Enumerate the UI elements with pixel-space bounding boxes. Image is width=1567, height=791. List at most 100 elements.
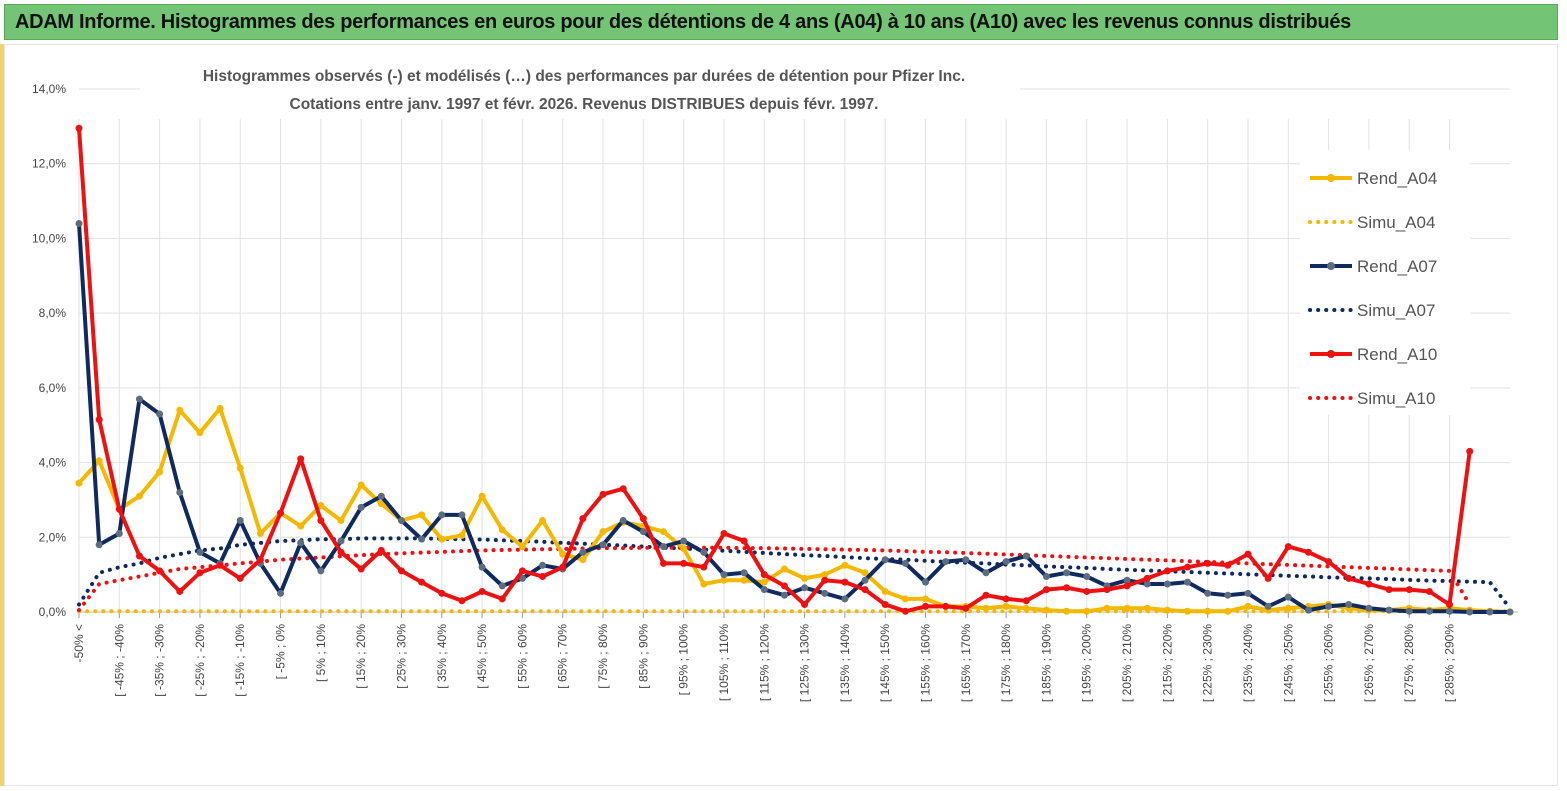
x-tick-label: [ 175% ; 180%: [999, 624, 1013, 702]
rend-a07-line: [77, 223, 1510, 614]
rend-a04-point: [95, 457, 103, 465]
rend-a07-point: [780, 591, 788, 599]
rend-a10-point: [1224, 561, 1232, 569]
rend-a10-point: [1022, 597, 1030, 605]
rend-a07-point: [458, 511, 466, 519]
x-tick-label: [ 285% ; 290%: [1443, 624, 1457, 702]
rend-a07-point: [740, 569, 748, 577]
rend-a04-point: [599, 528, 607, 536]
legend-background: [1300, 150, 1470, 415]
x-tick-label: [ 265% ; 270%: [1362, 624, 1376, 702]
rend-a04-point: [982, 604, 990, 612]
rend-a07-point: [176, 488, 184, 496]
rend-a07-point: [337, 537, 345, 545]
x-tick-label: [ 225% ; 230%: [1201, 624, 1215, 702]
rend-a07-point: [1405, 607, 1413, 615]
rend-a07-point: [881, 556, 889, 564]
rend-a07-point: [397, 516, 405, 524]
rend-a07-point: [357, 503, 365, 511]
rend-a04-point: [559, 550, 567, 558]
rend-a10-point: [1284, 543, 1292, 551]
rend-a10-point: [317, 516, 325, 524]
rend-a10-point: [75, 124, 83, 132]
rend-a10-point: [720, 530, 728, 538]
y-tick-label: 0,0%: [39, 605, 67, 619]
rend-a04-point: [1083, 607, 1091, 615]
rend-a07-point: [1385, 606, 1393, 614]
rend-a04-point: [317, 502, 325, 510]
rend-a10-point: [95, 416, 103, 424]
report-banner: ADAM Informe. Histogrammes des performan…: [4, 4, 1558, 40]
rend-a07-point: [297, 539, 305, 547]
rend-a10-point: [357, 565, 365, 573]
rend-a07-point: [821, 589, 829, 597]
rend-a04-point: [901, 595, 909, 603]
rend-a07-point: [599, 541, 607, 549]
x-tick-label: -50% <: [72, 624, 86, 662]
x-tick-label: [ -35% ; -30%: [153, 624, 167, 697]
x-tick-label: [ 155% ; 160%: [919, 624, 933, 702]
rend-a10-point: [1083, 587, 1091, 595]
rend-a04-point: [659, 528, 667, 536]
rend-a10-point: [1123, 582, 1131, 590]
y-tick-label: 14,0%: [32, 82, 66, 96]
x-tick-label: [ 235% ; 240%: [1241, 624, 1255, 702]
rend-a07-point: [680, 537, 688, 545]
rend-a07-point: [1244, 589, 1252, 597]
rend-a10-point: [962, 604, 970, 612]
rend-a10-point: [176, 587, 184, 595]
rend-a10-point: [1264, 574, 1272, 582]
legend-label-rend-a04: Rend_A04: [1357, 169, 1437, 188]
rend-a10-point: [821, 576, 829, 584]
rend-a07-point: [579, 548, 587, 556]
rend-a07-point: [1284, 593, 1292, 601]
y-tick-label: 6,0%: [39, 381, 67, 395]
rend-a04-point: [518, 543, 526, 551]
rend-a10-point: [297, 455, 305, 463]
rend-a07-point: [1264, 602, 1272, 610]
rend-a10-point: [841, 578, 849, 586]
rend-a04-point: [377, 500, 385, 508]
rend-a10-point: [196, 569, 204, 577]
rend-a10-point: [901, 607, 909, 615]
rend-a04-point: [256, 530, 264, 538]
rend-a10-point: [1405, 586, 1413, 594]
rend-a04-point: [458, 531, 466, 539]
rend-a10-point: [1103, 586, 1111, 594]
rend-a07-point: [942, 558, 950, 566]
rend-a04-point: [135, 492, 143, 500]
rend-a07-point: [841, 595, 849, 603]
rend-a07-point: [1506, 608, 1514, 616]
rend-a10-point: [1304, 548, 1312, 556]
rend-a10-point: [579, 515, 587, 523]
rend-a07-point: [1425, 607, 1433, 615]
rend-a10-point: [982, 591, 990, 599]
rend-a07-point: [498, 582, 506, 590]
rend-a07-point: [1022, 552, 1030, 560]
rend-a07-point: [196, 548, 204, 556]
rend-a07-point: [156, 410, 164, 418]
rend-a07-point: [1042, 573, 1050, 581]
rend-a04-point: [1042, 606, 1050, 614]
rend-a04-point: [337, 516, 345, 524]
x-tick-label: [ 145% ; 150%: [878, 624, 892, 702]
rend-a04-point: [740, 576, 748, 584]
rend-a10-point: [115, 505, 123, 513]
rend-a07-point: [277, 589, 285, 597]
rend-a04-point: [700, 580, 708, 588]
series-lines: [75, 124, 1514, 616]
rend-a04-point: [1224, 607, 1232, 615]
legend-label-rend-a07: Rend_A07: [1357, 257, 1437, 276]
legend-label-rend-a10: Rend_A10: [1357, 345, 1437, 364]
rend-a10-point: [559, 563, 567, 571]
rend-a07-point: [135, 395, 143, 403]
rend-a10-point: [922, 602, 930, 610]
rend-a10-point: [1042, 586, 1050, 594]
rend-a07-point: [478, 563, 486, 571]
rend-a10-point: [1446, 601, 1454, 609]
y-tick-label: 4,0%: [39, 456, 67, 470]
rend-a07-point: [1184, 578, 1192, 586]
rend-a07-point: [659, 543, 667, 551]
x-tick-label: [ 85% ; 90%: [636, 624, 650, 689]
